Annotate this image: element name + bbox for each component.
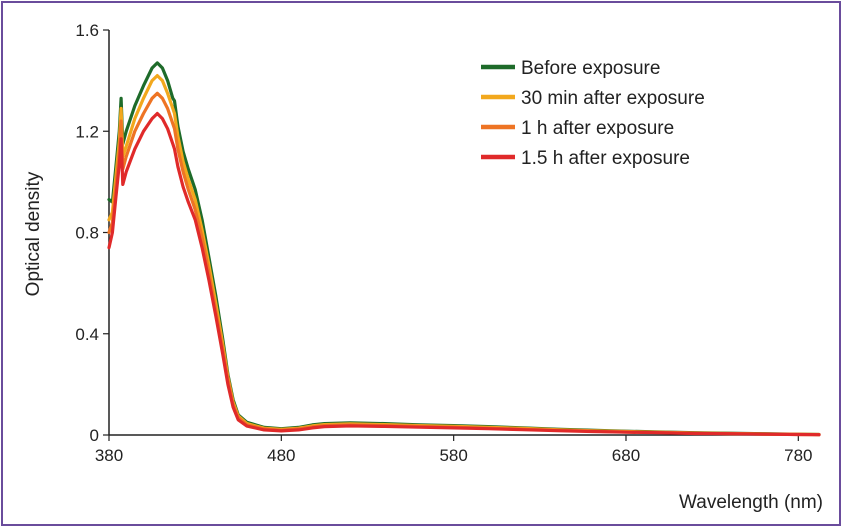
legend-label: 1 h after exposure — [521, 118, 674, 139]
y-tick-label: 0.4 — [75, 325, 99, 344]
legend-label: 30 min after exposure — [521, 88, 705, 109]
y-tick-label: 1.2 — [75, 122, 99, 141]
y-axis-label: Optical density — [23, 171, 44, 296]
ticks: 380 480 580 680 780 0 0.4 0.8 1.2 1.6 — [75, 21, 812, 465]
legend-label: 1.5 h after exposure — [521, 148, 690, 169]
line-chart: 380 480 580 680 780 0 0.4 0.8 1.2 1.6 Before expo… — [23, 21, 823, 513]
x-tick-label: 780 — [784, 446, 812, 465]
series-layer — [107, 61, 821, 437]
series-line — [107, 91, 821, 437]
series-line — [107, 74, 821, 437]
x-tick-label: 480 — [267, 446, 295, 465]
y-tick-label: 0.8 — [75, 224, 99, 243]
axes — [108, 30, 819, 436]
x-tick-label: 580 — [439, 446, 467, 465]
series-line — [107, 111, 821, 437]
x-axis-label: Wavelength (nm) — [679, 492, 823, 513]
legend: Before exposure 30 min after exposure 1 h … — [481, 58, 705, 169]
x-tick-label: 380 — [95, 446, 123, 465]
x-tick-label: 680 — [612, 446, 640, 465]
series-line — [107, 61, 821, 437]
y-tick-label: 1.6 — [75, 21, 99, 40]
legend-label: Before exposure — [521, 58, 660, 79]
y-tick-label: 0 — [90, 426, 99, 445]
